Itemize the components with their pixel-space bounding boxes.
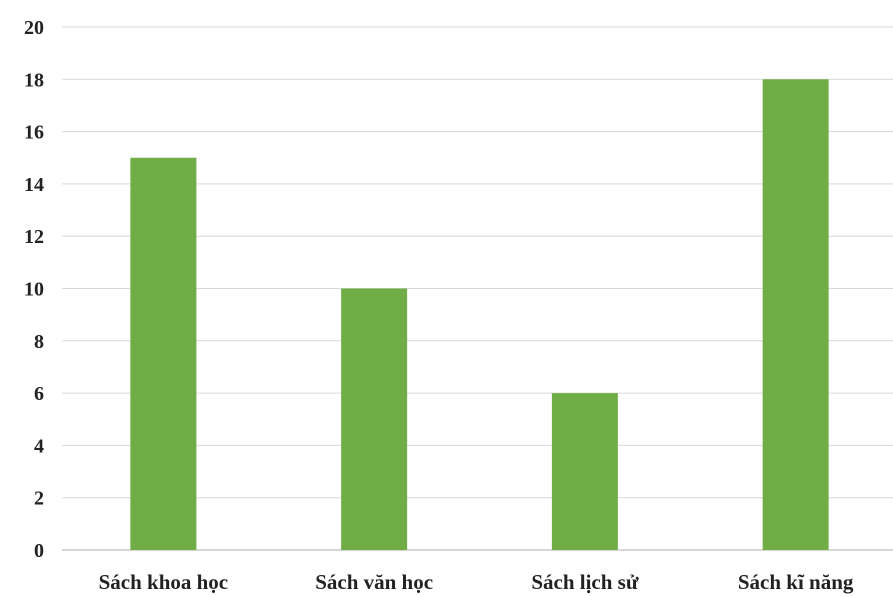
y-tick-label: 18 <box>24 69 44 91</box>
x-category-label: Sách văn học <box>315 570 433 594</box>
x-category-label: Sách khoa học <box>99 570 229 594</box>
y-tick-label: 2 <box>34 488 44 510</box>
y-axis-ticks: 0 2 4 6 8 10 12 14 16 18 20 <box>24 17 44 562</box>
y-tick-label: 10 <box>24 279 44 301</box>
x-category-label: Sách kĩ năng <box>738 570 854 594</box>
bars <box>130 79 829 551</box>
bar <box>341 288 408 550</box>
bar <box>551 393 618 550</box>
y-tick-label: 12 <box>24 226 44 248</box>
y-tick-label: 16 <box>24 122 44 144</box>
x-axis-categories: Sách khoa học Sách văn học Sách lịch sử Sác… <box>99 570 854 594</box>
bar <box>130 157 197 550</box>
gridlines <box>62 26 893 551</box>
y-tick-label: 14 <box>24 174 44 196</box>
bar <box>762 79 829 551</box>
y-tick-label: 4 <box>34 435 44 457</box>
y-tick-label: 20 <box>24 17 44 39</box>
y-tick-label: 8 <box>34 331 44 353</box>
y-tick-label: 6 <box>34 383 44 405</box>
x-category-label: Sách lịch sử <box>531 570 639 594</box>
y-tick-label: 0 <box>34 540 44 562</box>
